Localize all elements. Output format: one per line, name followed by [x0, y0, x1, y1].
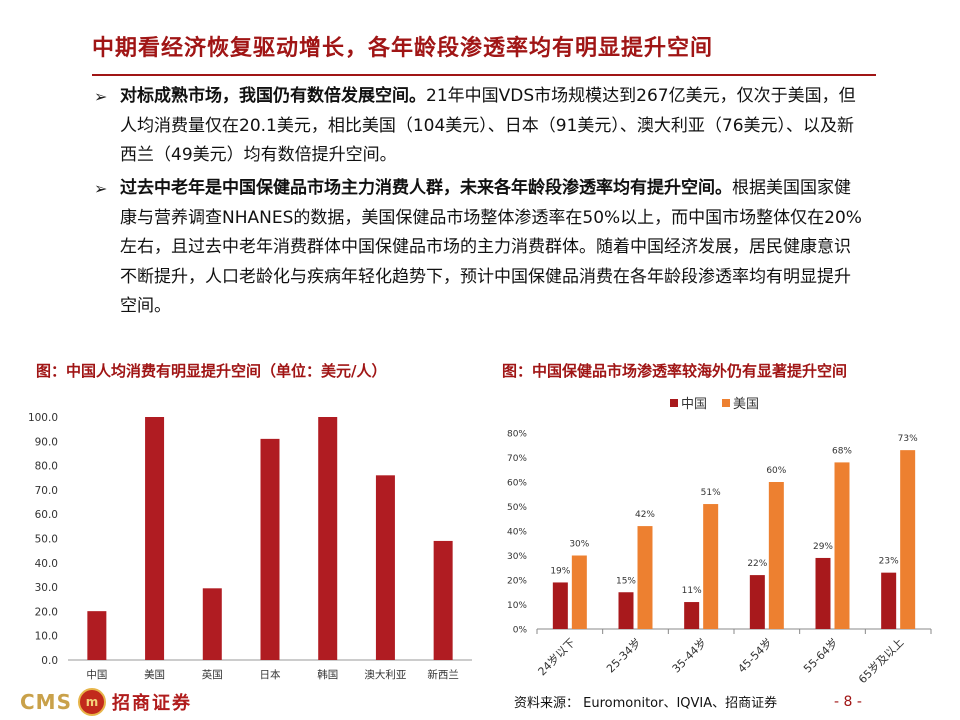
x-tick-label: 24岁以下: [535, 635, 578, 678]
y-tick-label: 80.0: [35, 461, 58, 473]
y-tick-label: 40.0: [35, 558, 58, 570]
data-label: 60%: [766, 466, 786, 476]
bullet-2: ➢ 过去中老年是中国保健品市场主力消费人群，未来各年龄段渗透率均有提升空间。根据…: [94, 174, 864, 322]
page-number: - 8 -: [834, 694, 862, 710]
page-title: 中期看经济恢复驱动增长，各年龄段渗透率均有明显提升空间: [92, 36, 714, 61]
y-tick-label: 70%: [507, 454, 527, 464]
logo-seal-icon: m: [77, 688, 106, 716]
bar-美国-45-54岁: [768, 482, 784, 629]
left-chart-caption: 图：中国人均消费有明显提升空间（单位：美元/人）: [36, 362, 387, 380]
x-tick-label: 中国: [86, 668, 107, 681]
x-tick-label: 45-54岁: [735, 635, 775, 675]
y-tick-label: 60%: [507, 479, 527, 489]
x-tick-label: 新西兰: [427, 668, 459, 681]
y-tick-label: 100.0: [28, 412, 58, 424]
y-tick-label: 70.0: [35, 485, 58, 497]
arrow-bullet-icon: ➢: [94, 179, 108, 198]
legend-swatch-中国: [670, 399, 678, 407]
data-label: 22%: [747, 559, 767, 569]
logo-latin: CMS: [20, 690, 72, 714]
logo-chinese: 招商证券: [111, 693, 192, 714]
legend-label-中国: 中国: [681, 397, 707, 412]
x-tick-label: 35-44岁: [669, 635, 709, 675]
bar-美国-25-34岁: [637, 526, 653, 629]
bar-中国: [87, 611, 107, 660]
y-tick-label: 30%: [507, 552, 527, 562]
x-tick-label: 澳大利亚: [364, 668, 406, 681]
bar-新西兰: [433, 540, 453, 660]
company-logo: CMS m 招商证券: [20, 687, 192, 717]
right-chart-caption: 图：中国保健品市场渗透率较海外仍有显著提升空间: [502, 362, 848, 380]
data-label: 51%: [701, 488, 721, 498]
bullet-2-body: 根据美国国家健康与营养调查NHANES的数据，美国保健品市场整体渗透率在50%以…: [120, 178, 862, 316]
bar-中国-65岁及以上: [881, 572, 897, 629]
y-tick-label: 10.0: [35, 631, 58, 643]
bar-中国-25-34岁: [618, 592, 634, 629]
bar-中国-35-44岁: [684, 602, 700, 629]
data-source-note: 资料来源： Euromonitor、IQVIA、招商证券: [514, 696, 778, 711]
bar-日本: [260, 438, 280, 660]
bullet-1-body: 21年中国VDS市场规模达到267亿美元，仅次于美国，但人均消费量仅在20.1美…: [120, 86, 856, 165]
bar-中国-55-64岁: [815, 557, 831, 629]
x-tick-label: 韩国: [317, 668, 338, 681]
data-label: 19%: [550, 566, 570, 576]
data-label: 68%: [832, 446, 852, 456]
bullet-2-heading: 过去中老年是中国保健品市场主力消费人群，未来各年龄段渗透率均有提升空间。: [120, 178, 732, 198]
y-tick-label: 60.0: [35, 509, 58, 521]
data-label: 73%: [898, 434, 918, 444]
y-tick-label: 30.0: [35, 582, 58, 594]
bar-中国-24岁以下: [552, 582, 568, 629]
legend-label-美国: 美国: [733, 397, 759, 412]
bar-中国-45-54岁: [749, 575, 765, 629]
bullet-1-heading: 对标成熟市场，我国仍有数倍发展空间。: [120, 86, 426, 106]
x-tick-label: 美国: [144, 668, 165, 681]
bar-美国-55-64岁: [834, 462, 850, 629]
bullet-1: ➢ 对标成熟市场，我国仍有数倍发展空间。21年中国VDS市场规模达到267亿美元…: [94, 82, 864, 171]
y-tick-label: 90.0: [35, 436, 58, 448]
per-capita-consumption-chart: 0.0 10.0 20.0 30.0 40.0 50.0 60.0 70.0 80.0 90.0 1…: [28, 412, 472, 681]
bar-美国: [145, 417, 165, 660]
bar-美国-65岁及以上: [900, 450, 916, 629]
data-label: 42%: [635, 510, 655, 520]
x-tick-label: 英国: [202, 668, 223, 681]
arrow-bullet-icon: ➢: [94, 87, 108, 106]
data-label: 15%: [616, 576, 636, 586]
y-tick-label: 50.0: [35, 534, 58, 546]
bar-美国-24岁以下: [571, 555, 587, 629]
x-tick-label: 65岁及以上: [855, 635, 906, 685]
bar-英国: [202, 588, 222, 660]
y-tick-label: 50%: [507, 503, 527, 513]
bar-韩国: [318, 417, 338, 660]
data-label: 30%: [569, 540, 589, 550]
penetration-rate-chart: 中国 美国 0% 10% 20% 30% 40% 50% 60% 70% 80% 19% 30% 24岁以…: [507, 397, 932, 685]
x-tick-label: 日本: [260, 668, 281, 681]
x-tick-label: 25-34岁: [603, 635, 643, 675]
y-tick-label: 0.0: [41, 655, 58, 667]
y-tick-label: 0%: [513, 626, 528, 636]
title-divider: [92, 74, 876, 76]
y-tick-label: 40%: [507, 528, 527, 538]
bar-澳大利亚: [375, 475, 395, 660]
data-label: 29%: [813, 542, 833, 552]
y-tick-label: 20.0: [35, 606, 58, 618]
y-tick-label: 10%: [507, 601, 527, 611]
y-tick-label: 20%: [507, 577, 527, 587]
data-label: 23%: [879, 557, 899, 567]
data-label: 11%: [682, 586, 702, 596]
x-tick-label: 55-64岁: [800, 635, 840, 675]
y-tick-label: 80%: [507, 430, 527, 440]
bar-美国-35-44岁: [703, 504, 719, 629]
legend-swatch-美国: [722, 399, 730, 407]
